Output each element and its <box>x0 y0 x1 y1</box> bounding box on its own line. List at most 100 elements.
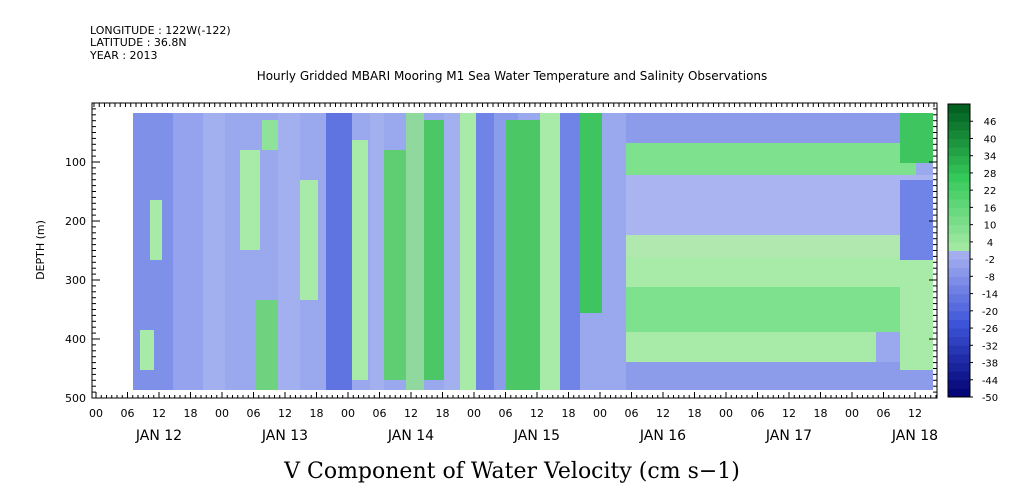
x-hour-tick-label: 06 <box>499 407 513 420</box>
x-day-label: JAN 13 <box>261 428 308 444</box>
x-hour-tick-label: 06 <box>247 407 261 420</box>
colorbar-segment <box>948 250 970 260</box>
x-hour-tick-label: 00 <box>467 407 481 420</box>
x-hour-tick-label: 00 <box>215 407 229 420</box>
colorbar-segment <box>948 164 970 174</box>
colorbar-label: -26 <box>982 324 998 335</box>
colorbar-segment <box>948 284 970 295</box>
y-axis-label: DEPTH (m) <box>34 220 47 280</box>
latitude-label: LATITUDE : 36.8N <box>90 36 187 49</box>
y-axis: 100 200 300 400 500 <box>65 102 937 405</box>
x-hour-tick-label: 06 <box>877 407 891 420</box>
year-label: YEAR : 2013 <box>89 49 158 62</box>
x-hour-tick-label: 18 <box>688 407 702 420</box>
x-day-label: JAN 14 <box>387 428 434 444</box>
colorbar-segment <box>948 302 970 312</box>
x-axis: 00 06 12 18 00 06 12 18 00 06 12 18 00 06 12 18 00 06 12 18… <box>89 392 938 444</box>
longitude-label: LONGITUDE : 122W(-122) <box>90 24 231 37</box>
colorbar-segment <box>948 104 970 114</box>
x-hour-tick-label: 00 <box>89 407 103 420</box>
colorbar-label: -8 <box>985 272 995 283</box>
x-hour-tick-label: 18 <box>184 407 198 420</box>
colorbar-segment <box>948 310 970 320</box>
colorbar-segment <box>948 181 970 191</box>
x-day-label: JAN 15 <box>513 428 560 444</box>
early-period-stripes <box>133 113 626 390</box>
colorbar-segment <box>948 190 970 200</box>
colorbar-segment <box>948 129 970 139</box>
top-axis-ticks <box>93 103 935 107</box>
colorbar-segment <box>948 336 970 346</box>
colorbar-segment <box>948 362 970 372</box>
colorbar-segment <box>948 319 970 329</box>
colorbar-label: 22 <box>984 186 997 197</box>
colorbar-segment <box>948 267 970 277</box>
x-hour-tick-label: 12 <box>278 407 292 420</box>
x-hour-tick-label: 00 <box>341 407 355 420</box>
x-hour-tick-label: 06 <box>751 407 765 420</box>
colorbar-segment <box>948 233 970 243</box>
x-hour-tick-label: 12 <box>152 407 166 420</box>
x-day-label: JAN 17 <box>765 428 812 444</box>
colorbar-segment <box>948 224 970 234</box>
colorbar-segment <box>948 112 970 122</box>
colorbar-segment <box>948 172 970 183</box>
x-hour-tick-label: 18 <box>562 407 576 420</box>
colorbar-segment <box>948 293 970 303</box>
colorbar-label: -20 <box>982 307 998 318</box>
colorbar-segment <box>948 121 970 131</box>
x-hour-tick-label: 18 <box>814 407 828 420</box>
colorbar-label: 40 <box>984 134 997 145</box>
colorbar-label: 28 <box>984 169 997 180</box>
colorbar-label: -2 <box>985 255 995 266</box>
velocity-field <box>133 113 933 390</box>
colorbar-segment <box>948 138 970 148</box>
colorbar-segment <box>948 198 970 208</box>
colorbar-segment <box>948 241 970 251</box>
x-hour-tick-label: 00 <box>845 407 859 420</box>
colorbar-segment <box>948 353 970 364</box>
x-hour-tick-label: 12 <box>656 407 670 420</box>
x-hour-tick-label: 00 <box>719 407 733 420</box>
colorbar-label: -50 <box>982 393 998 404</box>
colorbar-segment <box>948 216 970 226</box>
y-tick-label: 500 <box>65 392 86 405</box>
colorbar-label: 46 <box>984 117 997 128</box>
colorbar-segment <box>948 207 970 217</box>
y-tick-label: 100 <box>65 156 86 169</box>
colorbar-segment <box>948 379 970 389</box>
colorbar-segment <box>948 388 970 398</box>
x-axis-label: V Component of Water Velocity (cm s−1) <box>283 459 740 484</box>
colorbar-label: -32 <box>982 341 998 352</box>
x-hour-tick-label: 06 <box>373 407 387 420</box>
x-hour-tick-label: 18 <box>310 407 324 420</box>
colorbar-segment <box>948 328 970 338</box>
colorbar-segment <box>948 147 970 157</box>
colorbar-label: 16 <box>984 203 997 214</box>
colorbar-label: 34 <box>984 152 997 163</box>
y-tick-label: 400 <box>65 333 86 346</box>
chart-title: Hourly Gridded MBARI Mooring M1 Sea Wate… <box>257 69 768 83</box>
x-day-label: JAN 18 <box>891 428 938 444</box>
colorbar-segment <box>948 155 970 165</box>
x-hour-tick-label: 12 <box>404 407 418 420</box>
x-hour-tick-label: 12 <box>782 407 796 420</box>
colorbar-label: 10 <box>984 221 997 232</box>
colorbar-frame <box>947 103 971 398</box>
colorbar-segment <box>948 345 970 355</box>
x-hour-tick-label: 00 <box>593 407 607 420</box>
late-period-bands <box>626 113 933 390</box>
y-tick-label: 300 <box>65 274 86 287</box>
x-hour-tick-label: 06 <box>625 407 639 420</box>
x-day-label: JAN 12 <box>135 428 182 444</box>
colorbar-segment <box>948 371 970 381</box>
x-day-label: JAN 16 <box>639 428 686 444</box>
colorbar: 46 40 34 28 22 16 10 4 -2 -8 -14 -20 -26 -32 -38 -44 -50 <box>947 103 998 404</box>
colorbar-segment <box>948 276 970 286</box>
x-hour-tick-label: 12 <box>530 407 544 420</box>
colorbar-segment <box>948 259 970 269</box>
x-hour-tick-label: 06 <box>121 407 135 420</box>
y-tick-label: 200 <box>65 215 86 228</box>
colorbar-label: -14 <box>982 290 998 301</box>
